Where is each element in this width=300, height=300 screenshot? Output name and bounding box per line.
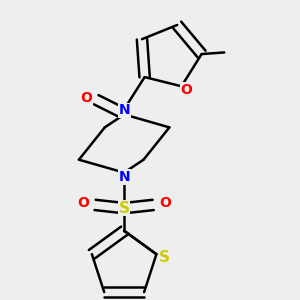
Text: N: N <box>118 170 130 184</box>
Text: O: O <box>160 196 171 210</box>
Text: S: S <box>159 250 170 265</box>
Text: O: O <box>180 83 192 97</box>
Text: N: N <box>118 103 130 117</box>
Text: O: O <box>80 91 92 105</box>
Text: O: O <box>77 196 89 210</box>
Text: S: S <box>119 201 130 216</box>
